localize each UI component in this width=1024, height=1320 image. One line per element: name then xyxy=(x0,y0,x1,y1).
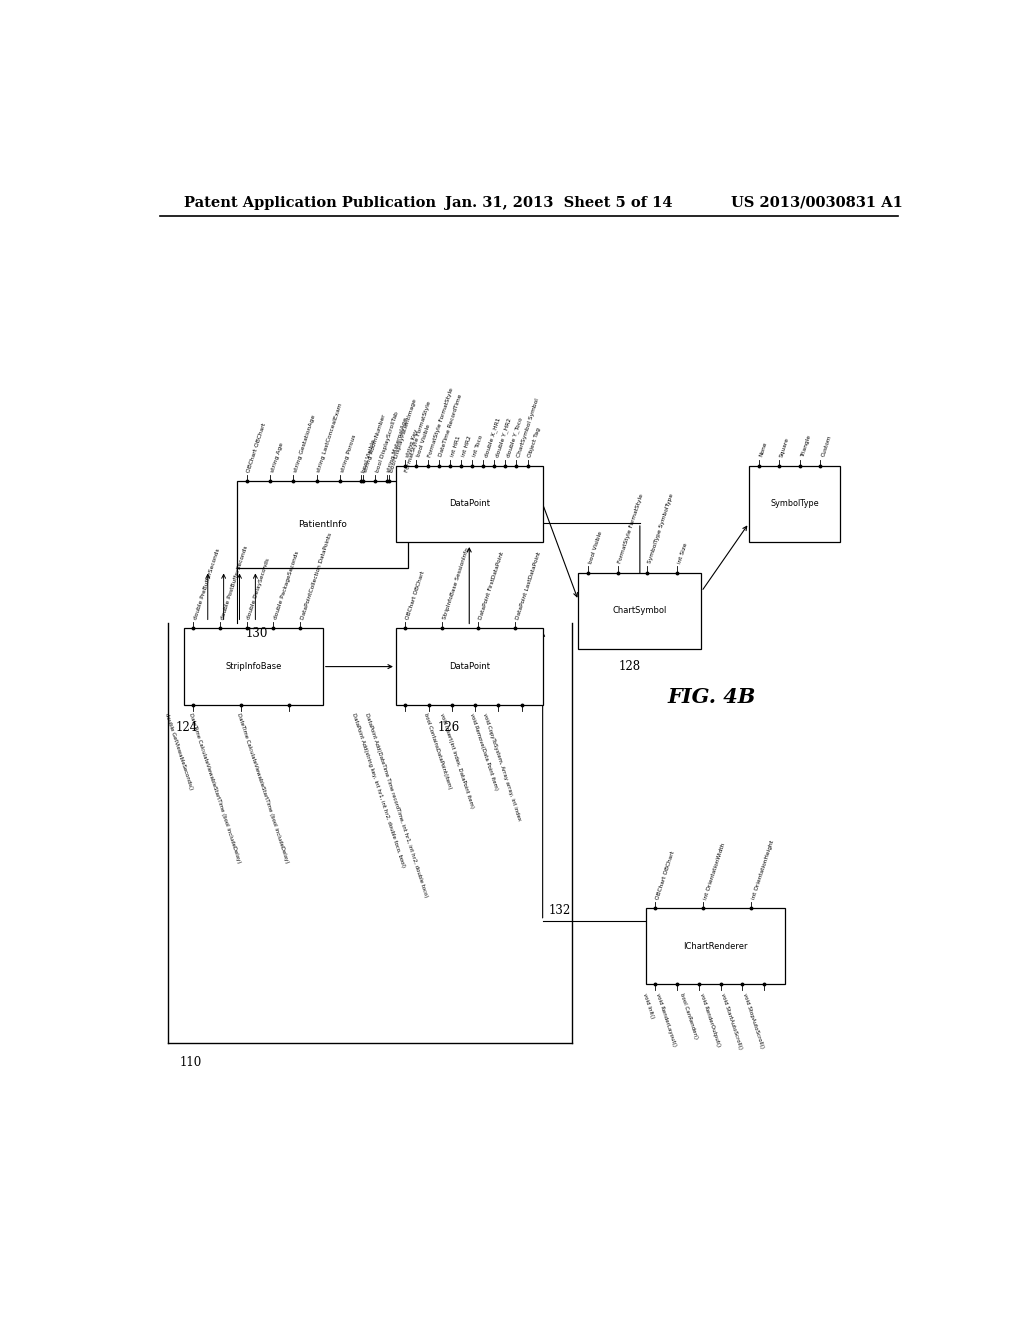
Bar xyxy=(238,480,408,568)
Text: FormatStyle FormatStyle: FormatStyle FormatStyle xyxy=(617,494,645,565)
Text: OBChart OBChart: OBChart OBChart xyxy=(247,422,267,473)
Text: int Size: int Size xyxy=(677,543,688,565)
Text: DateTime CalculateViewableStartTime (bool includeDelay): DateTime CalculateViewableStartTime (boo… xyxy=(236,713,290,865)
Text: void Init(): void Init() xyxy=(642,993,655,1019)
Text: int OrientationWidth: int OrientationWidth xyxy=(703,842,726,900)
Text: double X_HR1: double X_HR1 xyxy=(483,417,502,458)
Text: double PostBufferSeconds: double PostBufferSeconds xyxy=(220,545,249,620)
Text: US 2013/0030831 A1: US 2013/0030831 A1 xyxy=(731,195,903,210)
Text: double Y_HR2: double Y_HR2 xyxy=(495,417,512,458)
Text: DateTime CalculateViewableStartTime (bool includeDelay): DateTime CalculateViewableStartTime (boo… xyxy=(188,713,242,865)
Text: double PackageSeconds: double PackageSeconds xyxy=(273,550,300,620)
Text: string Porous: string Porous xyxy=(340,434,356,473)
Text: string LastConcealExam: string LastConcealExam xyxy=(316,403,344,473)
Text: Object Tag: Object Tag xyxy=(527,426,542,458)
Text: 110: 110 xyxy=(179,1056,202,1069)
Text: string MaternalAge: string MaternalAge xyxy=(387,417,409,473)
Text: bool ContainsDataPoint(item): bool ContainsDataPoint(item) xyxy=(423,713,452,789)
Text: Patent Application Publication: Patent Application Publication xyxy=(183,195,435,210)
Text: IChartRenderer: IChartRenderer xyxy=(683,941,748,950)
Text: Square: Square xyxy=(779,437,791,458)
Text: void CopyToSystem, Array array, int index: void CopyToSystem, Array array, int inde… xyxy=(482,713,521,822)
Text: double GetViewableSeconds(): double GetViewableSeconds() xyxy=(164,713,194,791)
Bar xyxy=(749,466,841,543)
Text: FormatStyle FormatStyle: FormatStyle FormatStyle xyxy=(428,387,455,458)
Bar xyxy=(396,466,543,543)
Text: DataPoint LastDataPoint: DataPoint LastDataPoint xyxy=(515,552,542,620)
Text: int Toco: int Toco xyxy=(472,434,483,458)
Text: 128: 128 xyxy=(618,660,641,673)
Text: 124: 124 xyxy=(176,721,198,734)
Text: FormatStyle FormatStyle: FormatStyle FormatStyle xyxy=(403,400,431,473)
Text: string Key: string Key xyxy=(406,428,419,458)
Text: void Insert(int index, DataPoint item): void Insert(int index, DataPoint item) xyxy=(439,713,475,809)
Text: double PreBufferSeconds: double PreBufferSeconds xyxy=(194,548,221,620)
Text: int OrientationHeight: int OrientationHeight xyxy=(752,840,775,900)
Text: OBChart OBChart: OBChart OBChart xyxy=(406,570,426,620)
Bar xyxy=(396,628,543,705)
Text: bool DisplayScrollTab: bool DisplayScrollTab xyxy=(375,411,399,473)
Text: PatientInfo: PatientInfo xyxy=(298,520,347,529)
Text: OBChart OBChart: OBChart OBChart xyxy=(655,850,676,900)
Text: double Y_Toco: double Y_Toco xyxy=(506,416,523,458)
Text: ChartSymbol Symbol: ChartSymbol Symbol xyxy=(516,397,541,458)
Text: DataPoint Add(string key, int hr1, int hr2, double toco, bool): DataPoint Add(string key, int hr1, int h… xyxy=(350,713,406,869)
Text: None: None xyxy=(759,441,768,458)
Text: DateTime RecordTime: DateTime RecordTime xyxy=(438,393,464,458)
Text: FIG. 4B: FIG. 4B xyxy=(668,688,756,708)
Text: ChartSymbol: ChartSymbol xyxy=(612,606,667,615)
Text: 126: 126 xyxy=(437,721,460,734)
Text: Triangle: Triangle xyxy=(800,434,812,458)
Text: double DelaySeconds: double DelaySeconds xyxy=(247,558,271,620)
Text: DataPointCollection DataPoints: DataPointCollection DataPoints xyxy=(300,532,333,620)
Text: SymbolType: SymbolType xyxy=(770,499,819,508)
Text: void StopAutoScroll(): void StopAutoScroll() xyxy=(741,993,764,1049)
Bar xyxy=(184,628,323,705)
Text: string Age: string Age xyxy=(270,442,285,473)
Text: Custom: Custom xyxy=(820,434,833,458)
Text: string GestationAge: string GestationAge xyxy=(293,414,316,473)
Text: void Remove(Data Point item): void Remove(Data Point item) xyxy=(469,713,499,791)
Text: void StartAutoScroll(): void StartAutoScroll() xyxy=(720,993,742,1049)
Text: Jan. 31, 2013  Sheet 5 of 14: Jan. 31, 2013 Sheet 5 of 14 xyxy=(445,195,673,210)
Text: StripInfoBase SessionInfo: StripInfoBase SessionInfo xyxy=(442,548,470,620)
Bar xyxy=(646,908,784,985)
Text: bool Visible: bool Visible xyxy=(588,531,603,565)
Text: void RenderLayout(): void RenderLayout() xyxy=(655,993,677,1047)
Text: StripInfoBase: StripInfoBase xyxy=(225,663,282,671)
Text: bool DisplayPatientImage: bool DisplayPatientImage xyxy=(389,399,418,473)
Text: int HR2: int HR2 xyxy=(461,436,472,458)
Text: int HR1: int HR1 xyxy=(450,436,461,458)
Text: DataPoint: DataPoint xyxy=(449,663,489,671)
Text: 130: 130 xyxy=(246,627,268,640)
Text: bool Visible: bool Visible xyxy=(417,424,432,458)
Text: SymbolType SymbolType: SymbolType SymbolType xyxy=(647,494,675,565)
Text: bool Visible: bool Visible xyxy=(360,438,377,473)
Text: bool CanRender(): bool CanRender() xyxy=(679,993,699,1040)
Text: void RenderOutput(): void RenderOutput() xyxy=(698,993,721,1047)
Text: DataPoint FirstDataPoint: DataPoint FirstDataPoint xyxy=(478,550,505,620)
Text: 132: 132 xyxy=(549,904,570,917)
Bar xyxy=(579,573,701,649)
Text: DataPoint: DataPoint xyxy=(449,499,489,508)
Text: DataPoint Add(DateTime Time recordTime, int hr1, int hr2, double toco): DataPoint Add(DateTime Time recordTime, … xyxy=(365,713,429,899)
Text: string RoomNumber: string RoomNumber xyxy=(364,413,387,473)
